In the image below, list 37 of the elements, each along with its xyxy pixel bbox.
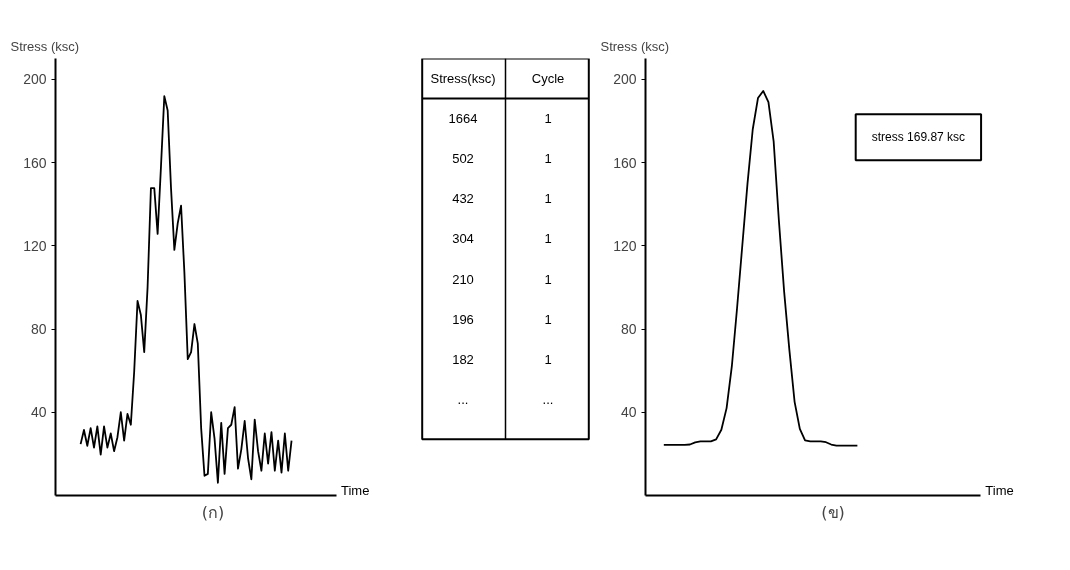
text: 432 [452, 191, 474, 207]
text: 196 [452, 311, 474, 327]
y-tick-label: 160 [23, 154, 47, 171]
x-axis-title: Time [985, 482, 1014, 498]
y-tick-label: 40 [620, 404, 637, 421]
y-tick-label: 160 [613, 154, 637, 171]
text: 1 [544, 151, 552, 167]
text: 210 [452, 271, 474, 287]
y-tick-label: 120 [613, 237, 637, 254]
text: 1 [544, 231, 552, 247]
y-tick-label: 40 [30, 404, 47, 421]
category-label: Cycle [531, 71, 565, 87]
text: 1 [544, 111, 552, 127]
text: ... [457, 391, 469, 407]
x-axis-title: Time [340, 482, 370, 498]
text: 1 [544, 271, 552, 287]
text: (ก) [201, 502, 225, 522]
text: (ข) [821, 502, 845, 522]
text: 304 [452, 231, 474, 247]
y-tick-label: 120 [23, 237, 47, 254]
text: 502 [452, 151, 474, 167]
text: ... [542, 391, 554, 407]
y-tick-label: 200 [23, 71, 47, 88]
y-axis-title: Stress (ksc) [10, 38, 80, 54]
line-series [662, 90, 859, 447]
line-series [79, 95, 293, 484]
text: 1664 [448, 111, 478, 127]
annotation: stress 169.87 ksc [871, 130, 966, 145]
text: 1 [544, 351, 552, 367]
y-tick-label: 80 [620, 321, 637, 338]
category-label: Stress(ksc) [430, 71, 496, 87]
y-tick-label: 200 [613, 71, 637, 88]
y-axis-title: Stress (ksc) [600, 38, 670, 54]
text: 182 [452, 351, 474, 367]
text: 1 [544, 191, 552, 207]
y-tick-label: 80 [30, 321, 47, 338]
text: 1 [544, 311, 552, 327]
